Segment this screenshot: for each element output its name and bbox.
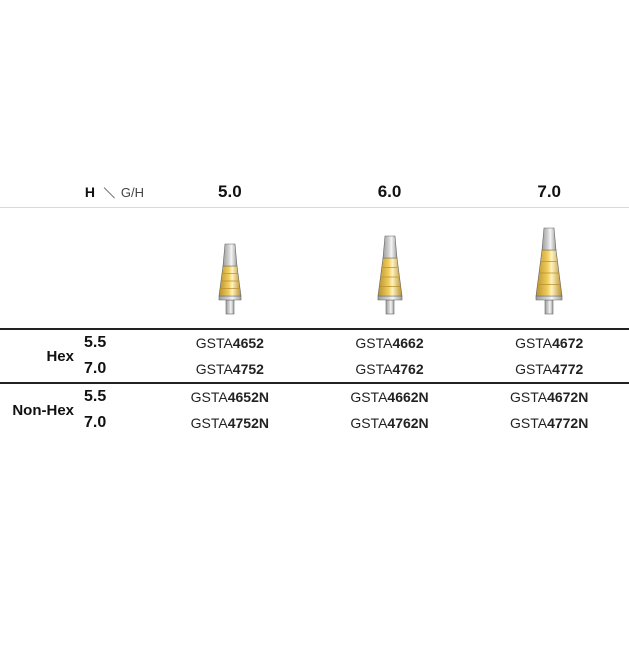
sku-cell: GSTA4752N xyxy=(150,415,310,431)
sku-cell: GSTA4662 xyxy=(310,335,470,351)
sku-prefix: GSTA xyxy=(191,415,228,431)
section-label: Non-Hex xyxy=(12,402,80,419)
sku-code: 4762N xyxy=(387,415,428,431)
sku-code: 4672 xyxy=(552,335,583,351)
sku-code: 4662N xyxy=(387,389,428,405)
sku-cell: GSTA4652 xyxy=(150,335,310,351)
sku-cell: GSTA4772 xyxy=(469,361,629,377)
col-header: 6.0 xyxy=(310,182,470,202)
abutment-cell xyxy=(310,214,470,318)
h-axis-label: H xyxy=(85,184,117,200)
sku-prefix: GSTA xyxy=(515,361,552,377)
table-row: 7.0GSTA4752NGSTA4762NGSTA4772N xyxy=(80,410,629,436)
section-label: Hex xyxy=(46,348,80,365)
abutment-icon xyxy=(210,214,250,318)
col-header: 5.0 xyxy=(150,182,310,202)
section-rows: 5.5GSTA4652GSTA4662GSTA46727.0GSTA4752GS… xyxy=(80,330,629,382)
section: Hex5.5GSTA4652GSTA4662GSTA46727.0GSTA475… xyxy=(0,328,629,382)
sku-prefix: GSTA xyxy=(355,361,392,377)
abutment-cell xyxy=(469,214,629,318)
col-header: 7.0 xyxy=(469,182,629,202)
header-row: H G/H 5.0 6.0 7.0 xyxy=(0,176,629,208)
h-value: 7.0 xyxy=(80,414,150,432)
h-value: 5.5 xyxy=(80,388,150,406)
sku-code: 4652N xyxy=(228,389,269,405)
sku-code: 4772N xyxy=(547,415,588,431)
section-rows: 5.5GSTA4652NGSTA4662NGSTA4672N7.0GSTA475… xyxy=(80,384,629,436)
sku-prefix: GSTA xyxy=(196,361,233,377)
sku-prefix: GSTA xyxy=(510,389,547,405)
table-row: 5.5GSTA4652GSTA4662GSTA4672 xyxy=(80,330,629,356)
sku-code: 4772 xyxy=(552,361,583,377)
sku-code: 4652 xyxy=(233,335,264,351)
h-value: 7.0 xyxy=(80,360,150,378)
h-value: 5.5 xyxy=(80,334,150,352)
sku-prefix: GSTA xyxy=(355,335,392,351)
abutment-cell xyxy=(150,214,310,318)
sku-cell: GSTA4662N xyxy=(310,389,470,405)
sku-cell: GSTA4652N xyxy=(150,389,310,405)
product-table: H G/H 5.0 6.0 7.0 Hex5.5GSTA4652GSTA4662… xyxy=(0,176,629,436)
header-corner: H G/H xyxy=(0,184,150,200)
abutment-icon xyxy=(529,214,569,318)
table-row: 7.0GSTA4752GSTA4762GSTA4772 xyxy=(80,356,629,382)
sku-prefix: GSTA xyxy=(510,415,547,431)
table-row: 5.5GSTA4652NGSTA4662NGSTA4672N xyxy=(80,384,629,410)
section: Non-Hex5.5GSTA4652NGSTA4662NGSTA4672N7.0… xyxy=(0,382,629,436)
row-group-label: Non-Hex xyxy=(0,384,80,436)
sku-cell: GSTA4672 xyxy=(469,335,629,351)
image-row xyxy=(0,208,629,328)
sku-cell: GSTA4762 xyxy=(310,361,470,377)
sku-code: 4662 xyxy=(392,335,423,351)
abutment-icon xyxy=(370,214,410,318)
sku-cell: GSTA4672N xyxy=(469,389,629,405)
sku-cell: GSTA4762N xyxy=(310,415,470,431)
sku-prefix: GSTA xyxy=(196,335,233,351)
row-group-label: Hex xyxy=(0,330,80,382)
gh-axis-label: G/H xyxy=(121,185,144,200)
sku-prefix: GSTA xyxy=(191,389,228,405)
sku-code: 4672N xyxy=(547,389,588,405)
sku-code: 4752 xyxy=(233,361,264,377)
sku-prefix: GSTA xyxy=(515,335,552,351)
sku-cell: GSTA4752 xyxy=(150,361,310,377)
sku-code: 4762 xyxy=(392,361,423,377)
sku-prefix: GSTA xyxy=(350,389,387,405)
sku-code: 4752N xyxy=(228,415,269,431)
sku-cell: GSTA4772N xyxy=(469,415,629,431)
sku-prefix: GSTA xyxy=(350,415,387,431)
